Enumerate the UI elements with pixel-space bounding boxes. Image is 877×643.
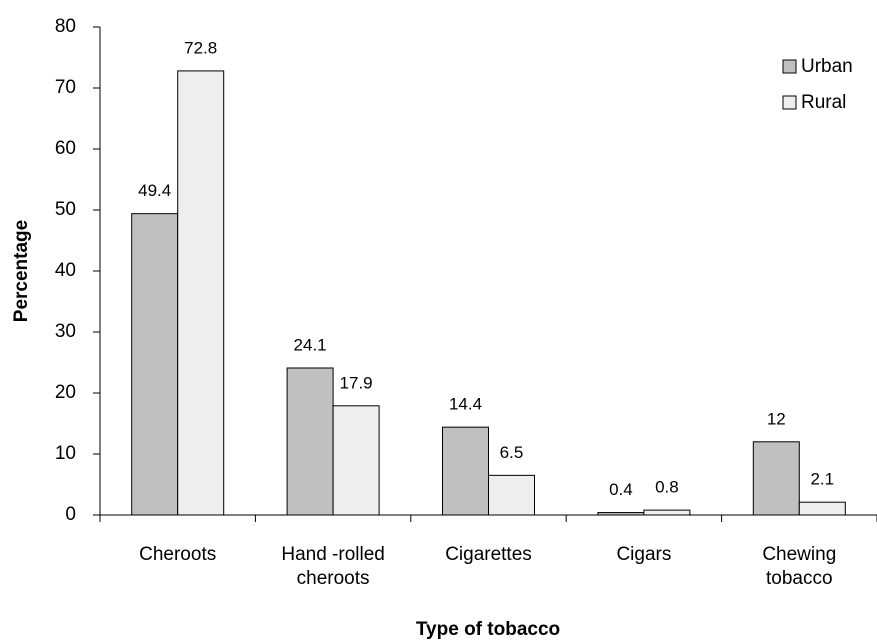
bar [643, 509, 691, 516]
value-label: 17.9 [340, 373, 373, 392]
y-tick-label: 30 [55, 321, 76, 342]
bar [332, 405, 380, 516]
value-label: 12 [767, 409, 786, 428]
y-tick-label: 50 [55, 199, 76, 220]
x-tick-label: Chewing tobacco [762, 544, 837, 589]
x-tick-label: Cigars [616, 544, 672, 565]
y-axis-title: Percentage [11, 220, 32, 322]
x-tick-label: Cigarettes [445, 544, 532, 565]
value-label: 14.4 [449, 395, 482, 414]
y-tick-label: 70 [55, 77, 76, 98]
bar [752, 441, 800, 516]
value-label: 6.5 [500, 443, 524, 462]
legend-swatch [782, 59, 797, 74]
bar [177, 70, 225, 516]
x-tick-label: Hand -rolled cheroots [281, 544, 385, 589]
value-label: 24.1 [294, 335, 327, 354]
legend-label: Urban [801, 56, 853, 77]
y-tick-label: 80 [55, 16, 76, 37]
legend-swatch [782, 95, 797, 110]
x-axis-title: Type of tobacco [416, 619, 560, 640]
value-label: 0.8 [655, 478, 679, 497]
bar [488, 474, 535, 516]
bar [798, 501, 846, 516]
value-label: 49.4 [138, 181, 171, 200]
bar [442, 426, 489, 516]
x-tick-label: Cheroots [139, 544, 217, 565]
y-tick-label: 0 [65, 504, 76, 525]
bar [131, 213, 179, 516]
bar [597, 512, 645, 516]
value-label: 2.1 [810, 470, 834, 489]
bar [286, 367, 334, 516]
y-tick-label: 60 [55, 138, 76, 159]
value-label: 0.4 [609, 480, 633, 499]
y-tick-label: 10 [55, 443, 76, 464]
value-label: 72.8 [184, 38, 217, 57]
legend-label: Rural [801, 92, 846, 113]
y-tick-label: 40 [55, 260, 76, 281]
y-tick-label: 20 [55, 382, 76, 403]
